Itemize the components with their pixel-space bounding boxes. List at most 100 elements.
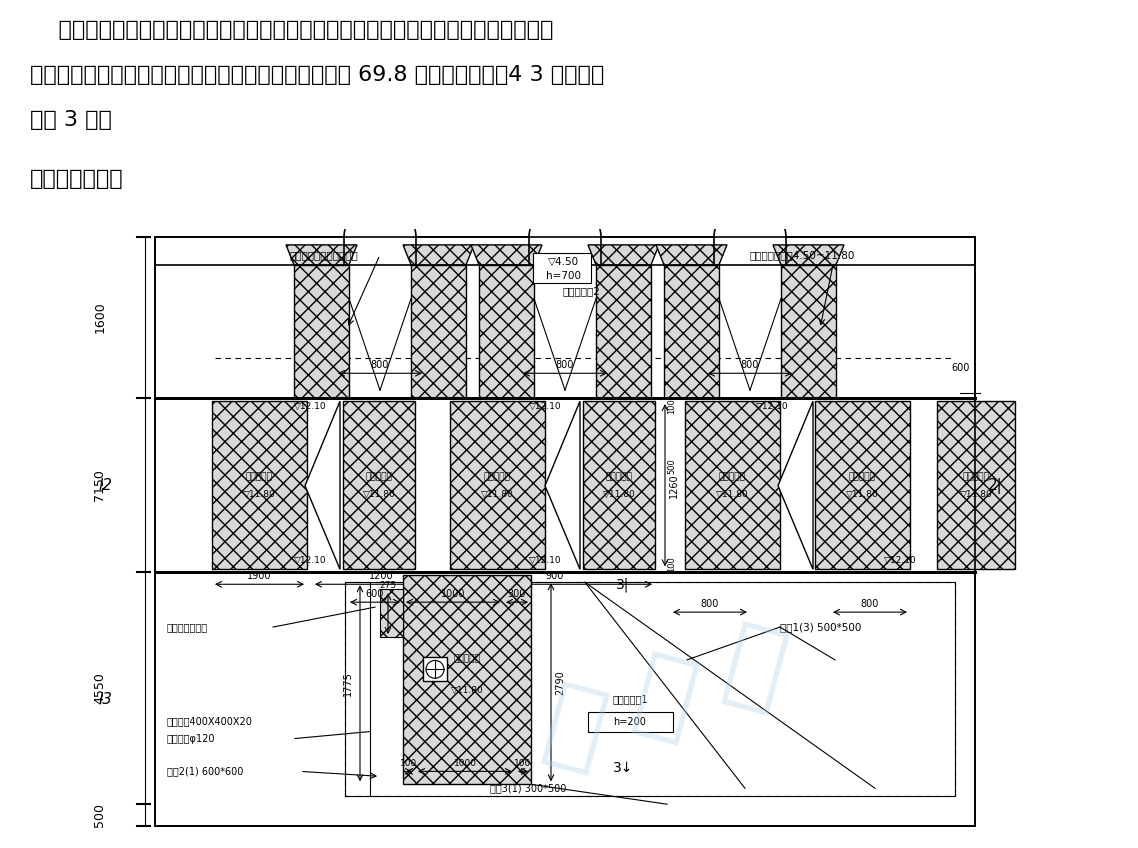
Bar — [345, 583, 955, 796]
Text: ▽11.80: ▽11.80 — [716, 490, 749, 499]
Bar — [155, 237, 975, 826]
Text: ▽11.80: ▽11.80 — [451, 686, 484, 695]
Polygon shape — [545, 401, 580, 569]
Text: 如下图阴影部位: 如下图阴影部位 — [30, 170, 124, 189]
Bar — [343, 401, 415, 569]
Text: h=700: h=700 — [546, 271, 582, 281]
Bar — [403, 575, 531, 784]
Bar — [380, 589, 403, 637]
Text: 1900: 1900 — [247, 572, 271, 581]
Polygon shape — [588, 245, 659, 265]
Text: ▽11.80: ▽11.80 — [846, 490, 879, 499]
Text: 闭机 3 台。: 闭机 3 台。 — [30, 109, 112, 130]
Text: 原启闭机平台及门槽凿除: 原启闭机平台及门槽凿除 — [290, 250, 358, 259]
Text: l2: l2 — [98, 478, 112, 494]
Text: 花纹钢盖板: 花纹钢盖板 — [246, 472, 272, 481]
Text: 2|: 2| — [988, 477, 1003, 494]
Text: ▽12.10: ▽12.10 — [294, 556, 327, 565]
Text: 800: 800 — [555, 360, 575, 371]
Text: 800: 800 — [371, 360, 389, 371]
Text: ▽4.50: ▽4.50 — [549, 257, 579, 267]
Bar — [155, 237, 975, 265]
Text: 800: 800 — [741, 360, 759, 371]
Text: ▽11.80: ▽11.80 — [242, 490, 275, 499]
Text: 275: 275 — [379, 581, 396, 590]
Text: 花纹钢盖板: 花纹钢盖板 — [365, 472, 393, 481]
Polygon shape — [471, 245, 542, 265]
Text: 500: 500 — [93, 803, 107, 827]
Text: ▽12.10: ▽12.10 — [294, 402, 327, 410]
Bar — [596, 265, 651, 399]
Bar — [450, 401, 545, 569]
Text: 花纹钢盖板: 花纹钢盖板 — [849, 472, 875, 481]
Text: ▽12.10: ▽12.10 — [529, 556, 561, 565]
Text: ▽12.10: ▽12.10 — [756, 402, 789, 410]
Text: 3|: 3| — [617, 577, 629, 592]
Text: 100: 100 — [514, 759, 531, 768]
Text: 南: 南 — [625, 646, 706, 751]
Text: 海: 海 — [535, 676, 616, 781]
Text: 800: 800 — [701, 600, 719, 609]
Text: 4550: 4550 — [93, 672, 107, 704]
Text: 100: 100 — [401, 759, 418, 768]
Text: 900: 900 — [546, 572, 564, 581]
Text: ▽12.10: ▽12.10 — [529, 402, 561, 410]
Bar — [411, 265, 465, 399]
Text: ▽11.80: ▽11.80 — [612, 711, 648, 722]
Text: ▽11.80: ▽11.80 — [363, 490, 395, 499]
Bar — [533, 253, 591, 282]
Polygon shape — [305, 401, 340, 569]
Text: 3↓: 3↓ — [612, 762, 633, 775]
Text: 启闭机房、机架桥板、闸墩拆除，预计拆除钉筋混凝土 69.8 立方，旧闸门体4 3 个，旧起: 启闭机房、机架桥板、闸墩拆除，预计拆除钉筋混凝土 69.8 立方，旧闸门体4 3… — [30, 64, 604, 85]
Text: 启闭机承台1: 启闭机承台1 — [612, 694, 648, 704]
Text: 1600: 1600 — [93, 302, 107, 333]
Bar — [781, 265, 836, 399]
Text: 花纹钢盖板: 花纹钢盖板 — [963, 472, 989, 481]
Text: 100: 100 — [667, 556, 676, 572]
Text: ▽11.80: ▽11.80 — [603, 490, 635, 499]
Text: 1000: 1000 — [440, 589, 465, 600]
Polygon shape — [403, 245, 475, 265]
Text: 600: 600 — [951, 363, 970, 373]
Text: 图: 图 — [715, 616, 795, 722]
Text: h=200: h=200 — [613, 717, 646, 727]
Bar — [212, 401, 307, 569]
Polygon shape — [778, 401, 813, 569]
Bar — [588, 711, 673, 732]
Text: 花纹钢盖板: 花纹钢盖板 — [454, 655, 480, 663]
Text: 1000: 1000 — [454, 759, 477, 768]
Text: 新桩1(3) 500*500: 新桩1(3) 500*500 — [780, 622, 861, 632]
Text: ▽4.50: ▽4.50 — [535, 257, 566, 267]
Text: 1775: 1775 — [343, 672, 353, 696]
Text: 300: 300 — [508, 589, 526, 600]
Polygon shape — [773, 245, 844, 265]
Text: h=700: h=700 — [535, 271, 570, 281]
Text: ▽12.10: ▽12.10 — [884, 556, 916, 565]
Text: ▽11.80: ▽11.80 — [959, 490, 992, 499]
Text: 100: 100 — [667, 399, 676, 414]
Text: 预埋钢板400X400X20: 预埋钢板400X400X20 — [167, 717, 253, 727]
Text: 新桩2(1) 600*600: 新桩2(1) 600*600 — [167, 767, 244, 777]
Bar — [663, 265, 719, 399]
Bar — [423, 657, 447, 681]
Text: 2790: 2790 — [555, 671, 564, 695]
Bar — [937, 401, 1015, 569]
Text: 启闭机承台2: 启闭机承台2 — [563, 287, 601, 297]
Text: 800: 800 — [860, 600, 880, 609]
Text: ▽11.80: ▽11.80 — [480, 490, 513, 499]
Bar — [155, 237, 975, 826]
Polygon shape — [655, 245, 727, 265]
Text: l3: l3 — [98, 692, 112, 707]
Bar — [815, 401, 910, 569]
Text: 本标段工程设计为引水闸门重建工作，需将原闸室段拆除，其中包括闸门、启闭机、: 本标段工程设计为引水闸门重建工作，需将原闸室段拆除，其中包括闸门、启闭机、 — [30, 20, 553, 40]
Text: 7150: 7150 — [93, 469, 107, 501]
Text: 新桩3(1) 300*500: 新桩3(1) 300*500 — [490, 784, 567, 793]
Bar — [685, 401, 780, 569]
Text: 中阿留孔φ120: 中阿留孔φ120 — [167, 734, 215, 744]
Bar — [479, 265, 534, 399]
Bar — [583, 401, 655, 569]
Text: 1200: 1200 — [369, 572, 394, 581]
Text: 花纹钢盖板: 花纹钢盖板 — [484, 472, 511, 481]
Bar — [294, 265, 349, 399]
Text: 引水泵孔溜过线: 引水泵孔溜过线 — [167, 622, 208, 632]
